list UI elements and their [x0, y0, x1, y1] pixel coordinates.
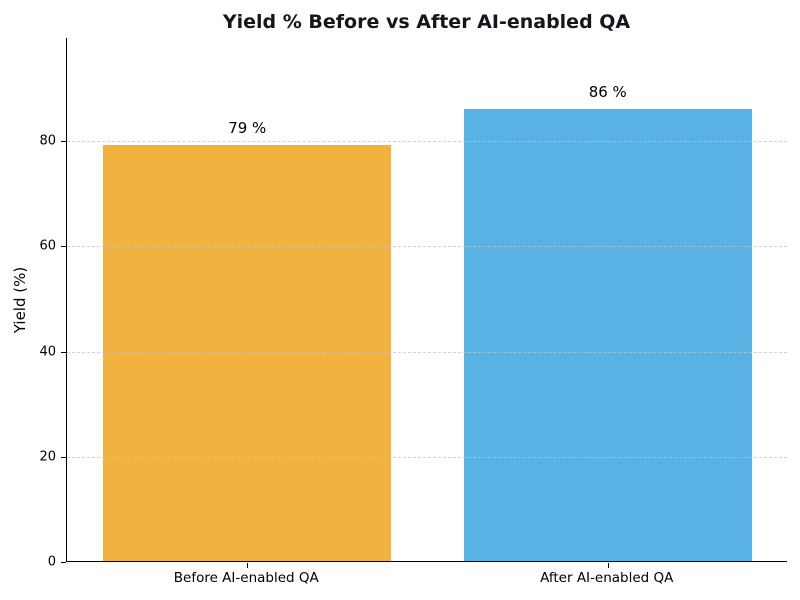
y-tick-mark-60	[61, 246, 66, 248]
gridline-y-80	[67, 141, 787, 143]
bar-1	[463, 108, 752, 561]
gridline-y-20	[67, 456, 787, 458]
y-tick-label-0: 0	[47, 554, 56, 570]
bar-0	[103, 145, 392, 561]
x-tick-label-1: After AI-enabled QA	[540, 570, 674, 586]
bar-value-label-1: 86 %	[588, 82, 627, 101]
y-tick-mark-40	[61, 351, 66, 353]
x-tick-mark-0	[247, 563, 249, 568]
y-tick-label-60: 60	[39, 238, 56, 254]
y-tick-mark-0	[61, 562, 66, 563]
x-tick-mark-1	[607, 563, 609, 568]
x-tick-label-0: Before AI-enabled QA	[173, 570, 319, 586]
chart-title: Yield % Before vs After AI-enabled QA	[222, 11, 631, 33]
bar-value-label-0: 79 %	[228, 119, 267, 138]
y-tick-mark-80	[61, 141, 66, 143]
plot-area: 79 % 86 %	[61, 38, 787, 568]
gridline-y-60	[67, 246, 787, 248]
y-tick-label-80: 80	[39, 133, 56, 149]
gridline-y-40	[67, 351, 787, 353]
y-tick-mark-20	[61, 456, 66, 458]
y-axis-label: Yield (%)	[11, 266, 29, 334]
y-tick-label-20: 20	[39, 449, 56, 465]
y-tick-label-40: 40	[39, 344, 56, 360]
